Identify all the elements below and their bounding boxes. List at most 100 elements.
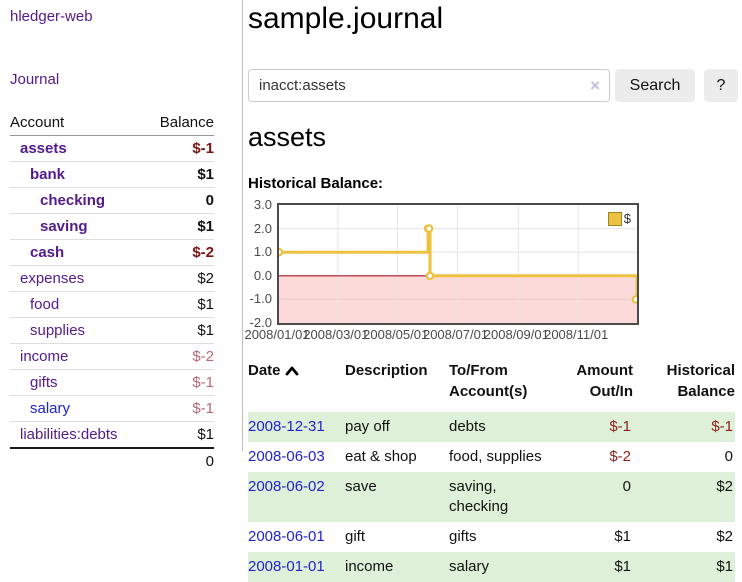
help-button[interactable]: ? — [704, 69, 738, 102]
account-row: assets $-1 — [10, 136, 214, 162]
register-cell-accounts: food, supplies — [449, 448, 542, 465]
sidebar-account-link[interactable]: liabilities:debts — [20, 426, 118, 443]
register-cell-amount: $-1 — [550, 412, 633, 442]
account-row: cash $-2 — [10, 239, 214, 266]
register-cell-balance: $-1 — [633, 412, 735, 442]
account-balance: $1 — [145, 421, 214, 448]
account-row: expenses $2 — [10, 265, 214, 292]
page-title: sample.journal — [248, 2, 444, 35]
clear-search-icon[interactable]: × — [590, 76, 600, 95]
chart-legend: $ — [605, 210, 633, 227]
y-tick-label: -2.0 — [249, 315, 272, 330]
account-balance: $1 — [145, 161, 214, 188]
register-row: 2008-12-31 pay off debts $-1 $-1 — [248, 412, 735, 442]
account-row: checking 0 — [10, 187, 214, 214]
sidebar-account-link[interactable]: checking — [40, 192, 106, 209]
register-cell-balance: $2 — [716, 528, 733, 545]
register-date-link[interactable]: 2008-06-03 — [248, 448, 325, 465]
sidebar-account-link[interactable]: bank — [30, 166, 66, 183]
sidebar-account-link[interactable]: cash — [30, 244, 65, 261]
register-cell-amount: $-2 — [609, 448, 631, 465]
account-balance: $-1 — [145, 395, 214, 422]
main-content: sample.journal × Search ? assets Histori… — [244, 0, 738, 582]
account-heading: assets — [248, 122, 327, 152]
account-row: bank $1 — [10, 161, 214, 188]
register-cell-description: gift — [345, 528, 366, 545]
register-header-balance: Historical Balance — [666, 362, 735, 400]
register-cell-date: 2008-01-01 — [248, 552, 345, 582]
register-cell-description: save — [345, 472, 449, 522]
sidebar-account-link[interactable]: salary — [30, 400, 71, 417]
register-cell-amount: 0 — [550, 472, 633, 522]
historical-balance-chart: 3.0 2.0 1.0 0.0 -1.0 -2.0 $ 2008/01/01 2008/03… — [244, 197, 738, 345]
register-cell-amount: $1 — [550, 552, 633, 582]
x-tick-label: 2008/01/01 — [244, 327, 310, 342]
accounts-header-account: Account — [10, 110, 146, 136]
register-cell-accounts: salary — [449, 552, 550, 582]
accounts-total-row: 0 — [10, 447, 214, 474]
register-date-link[interactable]: 2008-06-01 — [248, 528, 325, 545]
search-button[interactable]: Search — [615, 69, 695, 102]
register-table: Date Description To/From Account(s) Amou… — [248, 360, 735, 582]
sort-ascending-icon — [285, 361, 299, 382]
register-cell-balance: 0 — [724, 448, 733, 465]
chart-y-axis-labels: 3.0 2.0 1.0 0.0 -1.0 -2.0 — [248, 197, 272, 330]
chart-title: Historical Balance: — [248, 175, 384, 192]
register-cell-date: 2008-06-03 — [248, 442, 345, 472]
chart-plot-area: $ — [277, 203, 639, 325]
register-cell-date: 2008-06-01 — [248, 522, 345, 552]
account-balance: 0 — [145, 187, 214, 214]
register-cell-accounts: saving, checking — [449, 472, 550, 522]
account-row: saving $1 — [10, 213, 214, 240]
account-balance: $1 — [145, 291, 214, 318]
legend-swatch-icon — [607, 211, 622, 226]
register-cell-description: eat & shop — [345, 448, 417, 465]
account-row: supplies $1 — [10, 317, 214, 344]
y-tick-label: 2.0 — [253, 220, 272, 236]
sidebar-account-link[interactable]: saving — [40, 218, 88, 235]
register-cell-date: 2008-12-31 — [248, 412, 345, 442]
register-date-link[interactable]: 2008-12-31 — [248, 418, 325, 435]
account-row: liabilities:debts $1 — [10, 421, 214, 448]
register-cell-balance: $2 — [633, 472, 735, 522]
register-row: 2008-06-03 eat & shop food, supplies $-2 0 — [248, 442, 735, 472]
register-header-accounts: To/From Account(s) — [449, 362, 528, 400]
y-tick-label: 3.0 — [253, 197, 272, 212]
account-row: salary $-1 — [10, 395, 214, 422]
sidebar-account-link[interactable]: supplies — [30, 322, 86, 339]
chart-canvas — [279, 205, 637, 323]
register-cell-accounts: debts — [449, 412, 550, 442]
register-cell-accounts: gifts — [449, 528, 477, 545]
accounts-header-balance: Balance — [145, 110, 214, 136]
account-balance: $1 — [145, 317, 214, 344]
chart-x-axis-labels: 2008/01/01 2008/03/01 2008/05/01 2008/07/01… — [244, 327, 635, 343]
search-row: × Search ? — [248, 69, 738, 102]
register-date-link[interactable]: 2008-06-02 — [248, 478, 325, 495]
sidebar-account-link[interactable]: expenses — [20, 270, 85, 287]
register-cell-amount: $1 — [614, 528, 631, 545]
sidebar-account-link[interactable]: assets — [20, 140, 67, 157]
y-tick-label: 1.0 — [253, 244, 272, 260]
brand-link[interactable]: hledger-web — [10, 8, 93, 25]
register-header-description: Description — [345, 362, 428, 379]
x-tick-label: 2008/05/01 — [363, 327, 429, 342]
register-cell-description: pay off — [345, 412, 449, 442]
account-row: gifts $-1 — [10, 369, 214, 396]
account-balance: $2 — [145, 265, 214, 292]
sidebar-account-link[interactable]: gifts — [30, 374, 58, 391]
sidebar-account-link[interactable]: food — [30, 296, 60, 313]
search-input[interactable] — [259, 71, 569, 100]
register-cell-balance: $1 — [633, 552, 735, 582]
register-date-link[interactable]: 2008-01-01 — [248, 558, 325, 575]
nav-journal-link[interactable]: Journal — [10, 71, 60, 88]
account-balance: $-1 — [145, 369, 214, 396]
register-cell-date: 2008-06-02 — [248, 472, 345, 522]
register-header-date[interactable]: Date — [248, 360, 345, 412]
y-tick-label: -1.0 — [249, 291, 272, 307]
account-balance: $-1 — [192, 140, 214, 157]
sidebar-account-link[interactable]: income — [20, 348, 69, 365]
register-cell-description: income — [345, 552, 449, 582]
y-tick-label: 0.0 — [253, 267, 272, 283]
sidebar: hledger-web Journal Account Balance asse… — [0, 0, 243, 474]
